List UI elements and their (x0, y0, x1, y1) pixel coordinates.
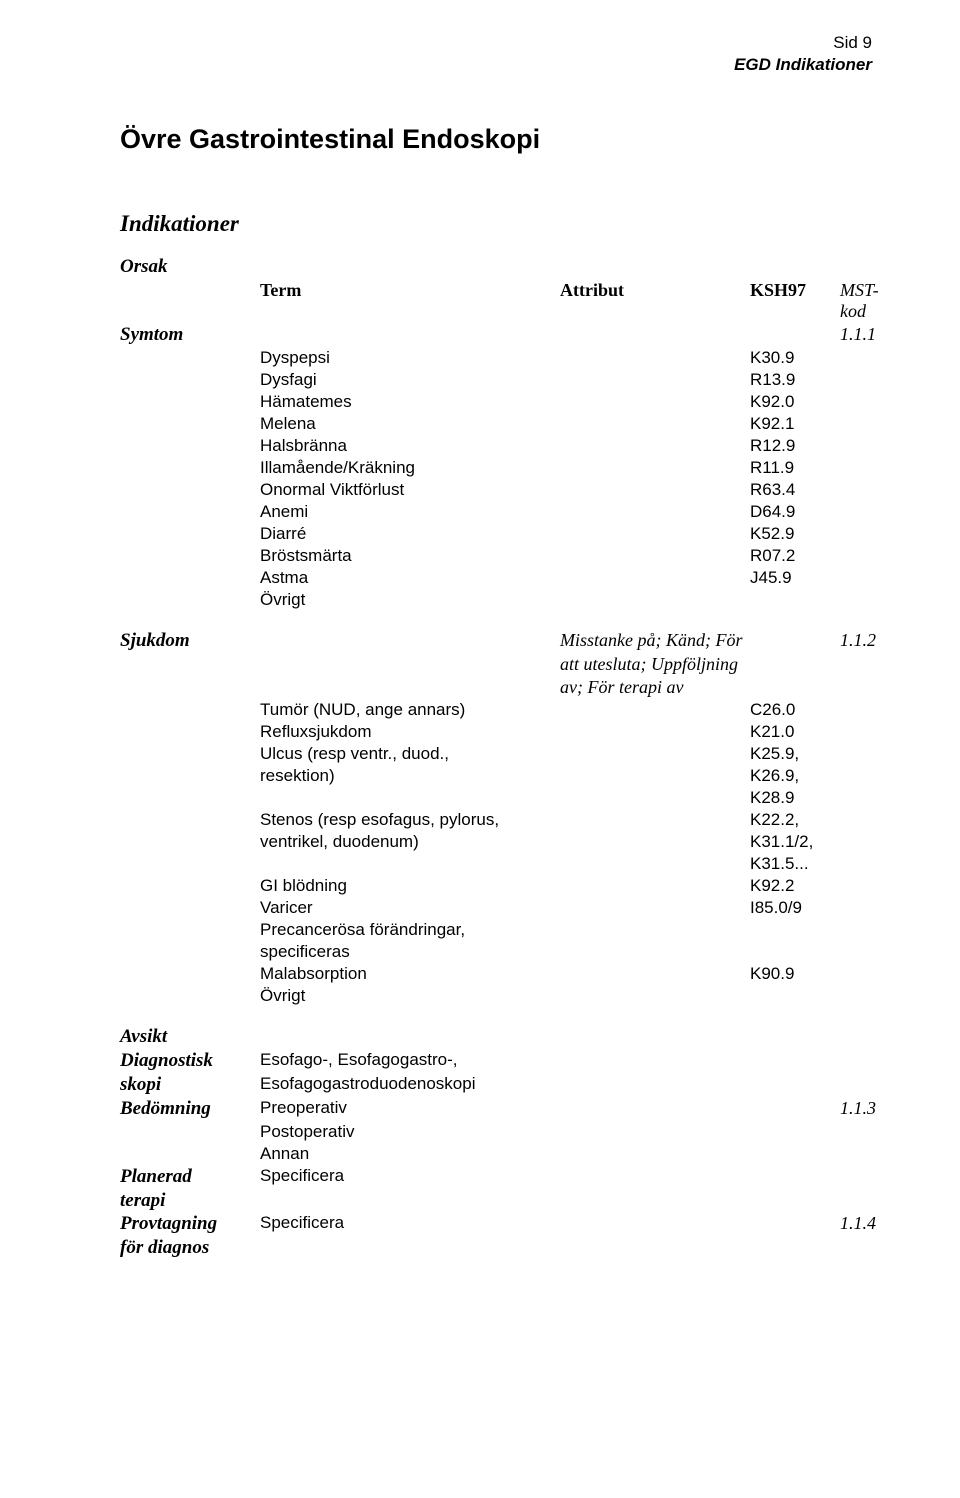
table-row-term (260, 853, 560, 875)
table-row-term: Specificera (260, 1165, 560, 1189)
table-row-ksh: K28.9 (750, 787, 840, 809)
table-row-term: Illamående/Kräkning (260, 457, 560, 479)
table-row-term: Bröstsmärta (260, 545, 560, 567)
table-row-term: Halsbränna (260, 435, 560, 457)
table-row-term: Anemi (260, 501, 560, 523)
page-title: Övre Gastrointestinal Endoskopi (120, 124, 872, 155)
table-row-term: Esofago-, Esofagogastro-, (260, 1049, 560, 1073)
table-row-term: Specificera (260, 1212, 560, 1236)
table-row-term: Hämatemes (260, 391, 560, 413)
table-row-term: Diarré (260, 523, 560, 545)
table-row-term: Esofagogastroduodenoskopi (260, 1073, 560, 1097)
row-label-bedomning: Bedömning (120, 1097, 260, 1121)
table-row-term: Dyspepsi (260, 347, 560, 369)
mst-provtagning: 1.1.4 (840, 1212, 900, 1236)
table-row-ksh: K92.1 (750, 413, 840, 435)
table-row-ksh: R11.9 (750, 457, 840, 479)
row-label-symtom: Symtom (120, 323, 260, 347)
table-row-term: Övrigt (260, 589, 560, 611)
table-row-ksh: R13.9 (750, 369, 840, 391)
row-label-provtagning-l1: Provtagning (120, 1212, 260, 1236)
table-row-term: Melena (260, 413, 560, 435)
row-label-sjukdom: Sjukdom (120, 629, 260, 653)
sjukdom-attribut-l1: Misstanke på; Känd; För (560, 629, 750, 653)
row-label-diag-l2: skopi (120, 1073, 260, 1097)
table-row-ksh (750, 985, 840, 1007)
table-row-ksh: K31.5... (750, 853, 840, 875)
col-head-term-label: Term (260, 279, 560, 323)
table-row-ksh: R63.4 (750, 479, 840, 501)
table-row-ksh: I85.0/9 (750, 897, 840, 919)
running-header: Sid 9 EGD Indikationer (120, 32, 872, 76)
table-row-term: Precancerösa förändringar, (260, 919, 560, 941)
mst-sjukdom: 1.1.2 (840, 629, 900, 653)
section-heading-indikationer: Indikationer (120, 211, 872, 237)
page: Sid 9 EGD Indikationer Övre Gastrointest… (0, 0, 960, 1498)
table-row-ksh: K31.1/2, (750, 831, 840, 853)
table-row-ksh: J45.9 (750, 567, 840, 589)
table-row-ksh: C26.0 (750, 699, 840, 721)
table-row-ksh: K25.9, (750, 743, 840, 765)
table-row-ksh: K22.2, (750, 809, 840, 831)
table-row-term: Preoperativ (260, 1097, 560, 1121)
mst-symtom: 1.1.1 (840, 323, 900, 347)
mst-bedomning: 1.1.3 (840, 1097, 900, 1121)
row-label-avsikt: Avsikt (120, 1025, 260, 1049)
table-row-term: Varicer (260, 897, 560, 919)
table-row-ksh: K92.2 (750, 875, 840, 897)
table-row-term: Dysfagi (260, 369, 560, 391)
table-row-ksh: K92.0 (750, 391, 840, 413)
table-row-ksh: K30.9 (750, 347, 840, 369)
sjukdom-attribut-l2: att utesluta; Uppföljning (560, 653, 750, 676)
table-row-term: specificeras (260, 941, 560, 963)
table-row-ksh (750, 919, 840, 941)
table-row-ksh: K52.9 (750, 523, 840, 545)
row-label-orsak: Orsak (120, 255, 260, 279)
table-row-term: Stenos (resp esofagus, pylorus, (260, 809, 560, 831)
col-head-attr (560, 255, 750, 279)
table-row-ksh: K90.9 (750, 963, 840, 985)
col-head-mst-label: MST-kod (840, 279, 900, 323)
table-row-term: GI blödning (260, 875, 560, 897)
col-head-attr-label: Attribut (560, 279, 750, 323)
col-head-mst (840, 255, 900, 279)
table-row-term: Postoperativ (260, 1121, 560, 1143)
table-row-term: Onormal Viktförlust (260, 479, 560, 501)
table-row-ksh (750, 941, 840, 963)
running-head-title: EGD Indikationer (120, 54, 872, 76)
table-row-term (260, 787, 560, 809)
page-number: Sid 9 (120, 32, 872, 54)
row-label-provtagning-l2: för diagnos (120, 1236, 260, 1260)
table-row-ksh: D64.9 (750, 501, 840, 523)
table-row-term: Ulcus (resp ventr., duod., (260, 743, 560, 765)
row-label-diag-l1: Diagnostisk (120, 1049, 260, 1073)
col-head-ksh-label: KSH97 (750, 279, 840, 323)
table-row-term: Malabsorption (260, 963, 560, 985)
table-row-term: Refluxsjukdom (260, 721, 560, 743)
table-row-ksh: R07.2 (750, 545, 840, 567)
table-row-term: resektion) (260, 765, 560, 787)
table-row-term: Annan (260, 1143, 560, 1165)
sjukdom-attribut-l3: av; För terapi av (560, 676, 750, 699)
table-row-ksh (750, 589, 840, 611)
table-row-ksh: K21.0 (750, 721, 840, 743)
table-row-ksh: R12.9 (750, 435, 840, 457)
indications-table: Orsak Term Attribut KSH97 MST-kod Symtom… (120, 255, 872, 1260)
col-head-ksh (750, 255, 840, 279)
row-label-planerad-l1: Planerad (120, 1165, 260, 1189)
table-row-term: ventrikel, duodenum) (260, 831, 560, 853)
table-row-term: Astma (260, 567, 560, 589)
table-row-term: Övrigt (260, 985, 560, 1007)
col-head-term (260, 255, 560, 279)
row-label-planerad-l2: terapi (120, 1189, 260, 1213)
table-row-ksh: K26.9, (750, 765, 840, 787)
table-row-term: Tumör (NUD, ange annars) (260, 699, 560, 721)
